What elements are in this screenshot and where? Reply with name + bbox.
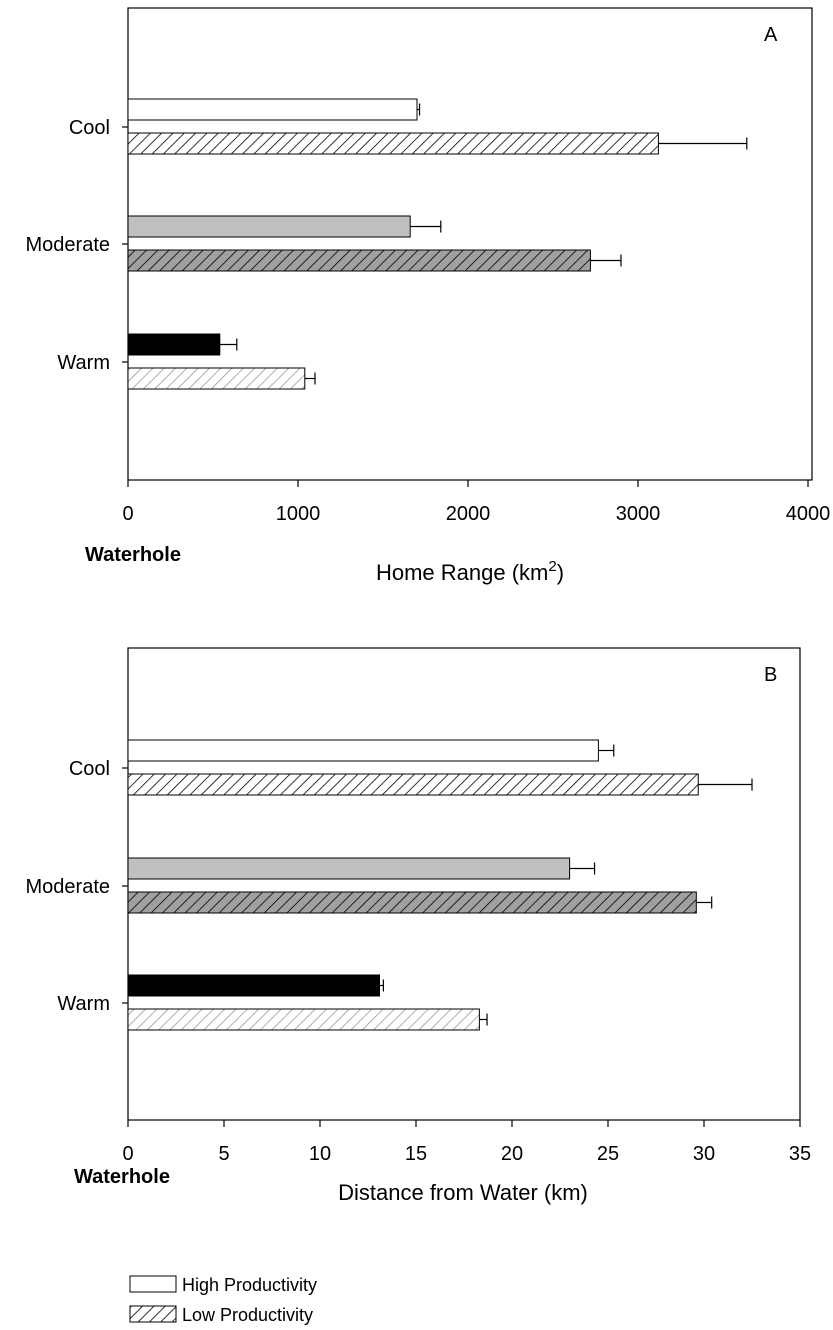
error-bar-warm-low-productivity-b (479, 1013, 488, 1026)
error-bar-cool-high-productivity-b (598, 744, 615, 757)
plot-frame-a (127, 7, 813, 481)
x-tick-label-25-b: 25 (597, 1143, 619, 1165)
bar-warm-high-productivity-a (127, 333, 221, 356)
y-tick-label-cool-b: Cool (69, 758, 110, 780)
x-tick-label-2000-a: 2000 (446, 503, 491, 525)
y-tick-label-moderate-b: Moderate (26, 876, 111, 898)
error-bar-moderate-low-productivity-b (696, 896, 713, 909)
panel-label-b: B (764, 664, 777, 686)
error-bar-cool-high-productivity-a (417, 103, 421, 116)
y-tick-label-moderate-a: Moderate (26, 234, 111, 256)
error-bar-cool-low-productivity-b (698, 778, 753, 791)
x-tick-label-0-b: 0 (122, 1143, 133, 1165)
bar-warm-high-productivity-b (127, 974, 381, 997)
error-bar-warm-high-productivity-b (379, 979, 384, 992)
chart-panel-a: A Cool Moderate Warm 0 1000 2000 3000 4000 Wat… (26, 7, 831, 585)
bar-cool-high-productivity-a (127, 98, 418, 121)
bar-warm-low-productivity-a (127, 367, 306, 390)
error-bar-moderate-high-productivity-b (569, 862, 596, 875)
legend-swatch-high-productivity (129, 1275, 177, 1293)
x-tick-label-15-b: 15 (405, 1143, 427, 1165)
bar-cool-low-productivity-b (127, 773, 699, 796)
x-tick-label-35-b: 35 (789, 1143, 811, 1165)
x-tick-label-10-b: 10 (309, 1143, 331, 1165)
x-axis-title-b: Distance from Water (km) (338, 1180, 588, 1205)
x-tick-label-20-b: 20 (501, 1143, 523, 1165)
bar-moderate-low-productivity-a (127, 249, 591, 272)
legend-label-low-productivity: Low Productivity (182, 1305, 313, 1325)
error-bar-moderate-low-productivity-a (590, 254, 622, 267)
x-tick-label-4000-a: 4000 (786, 503, 831, 525)
bar-cool-low-productivity-a (127, 132, 659, 155)
panel-label-a: A (764, 24, 778, 46)
legend-swatch-low-productivity (129, 1305, 177, 1323)
x-tick-label-0-a: 0 (122, 503, 133, 525)
bar-moderate-high-productivity-a (127, 215, 411, 238)
y-tick-label-warm-a: Warm (57, 352, 110, 374)
y-tick-label-warm-b: Warm (57, 993, 110, 1015)
bar-moderate-high-productivity-b (127, 857, 571, 880)
x-tick-label-3000-a: 3000 (616, 503, 661, 525)
error-bar-cool-low-productivity-a (658, 137, 748, 150)
chart-panel-b: B Cool Moderate Warm 0 5 10 15 20 25 30 35 Waterh… (26, 647, 811, 1205)
legend: High Productivity Low Productivity (129, 1275, 317, 1325)
corner-label-b: Waterhole (74, 1166, 170, 1188)
corner-label-a: Waterhole (85, 544, 181, 566)
x-axis-title-a: Home Range (km2) (376, 558, 564, 585)
x-tick-label-1000-a: 1000 (276, 503, 321, 525)
plot-frame-b (127, 647, 801, 1121)
error-bar-warm-high-productivity-a (219, 338, 238, 351)
x-tick-label-30-b: 30 (693, 1143, 715, 1165)
y-tick-label-cool-a: Cool (69, 117, 110, 139)
legend-label-high-productivity: High Productivity (182, 1275, 317, 1295)
bar-cool-high-productivity-b (127, 739, 599, 762)
error-bar-moderate-high-productivity-a (410, 220, 442, 233)
x-tick-label-5-b: 5 (218, 1143, 229, 1165)
error-bar-warm-low-productivity-a (304, 372, 316, 385)
bar-warm-low-productivity-b (127, 1008, 480, 1031)
bar-moderate-low-productivity-b (127, 891, 697, 914)
